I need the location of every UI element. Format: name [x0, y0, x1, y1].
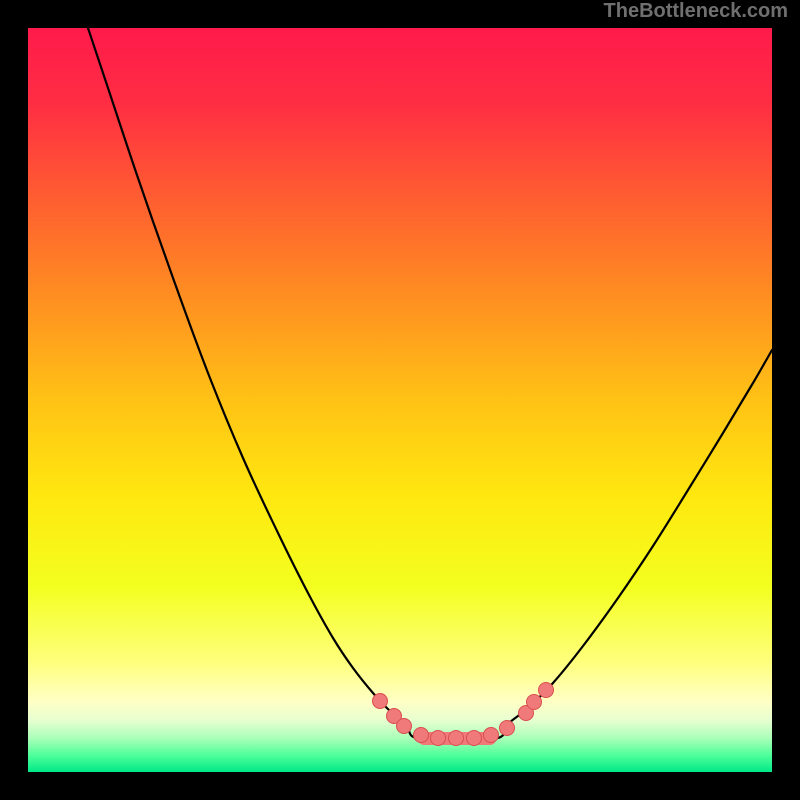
marker-point	[484, 728, 499, 743]
optimal-zone-markers	[373, 683, 554, 746]
v-curve-line	[88, 28, 772, 739]
marker-point	[539, 683, 554, 698]
plot-area	[28, 28, 772, 772]
marker-point	[397, 719, 412, 734]
watermark-text: TheBottleneck.com	[604, 0, 788, 23]
marker-point	[414, 728, 429, 743]
bottleneck-curve	[28, 28, 772, 772]
marker-point	[373, 694, 388, 709]
marker-point	[431, 731, 446, 746]
marker-point	[500, 721, 515, 736]
marker-point	[467, 731, 482, 746]
marker-point	[527, 695, 542, 710]
marker-point	[449, 731, 464, 746]
chart-frame: TheBottleneck.com	[0, 0, 800, 800]
